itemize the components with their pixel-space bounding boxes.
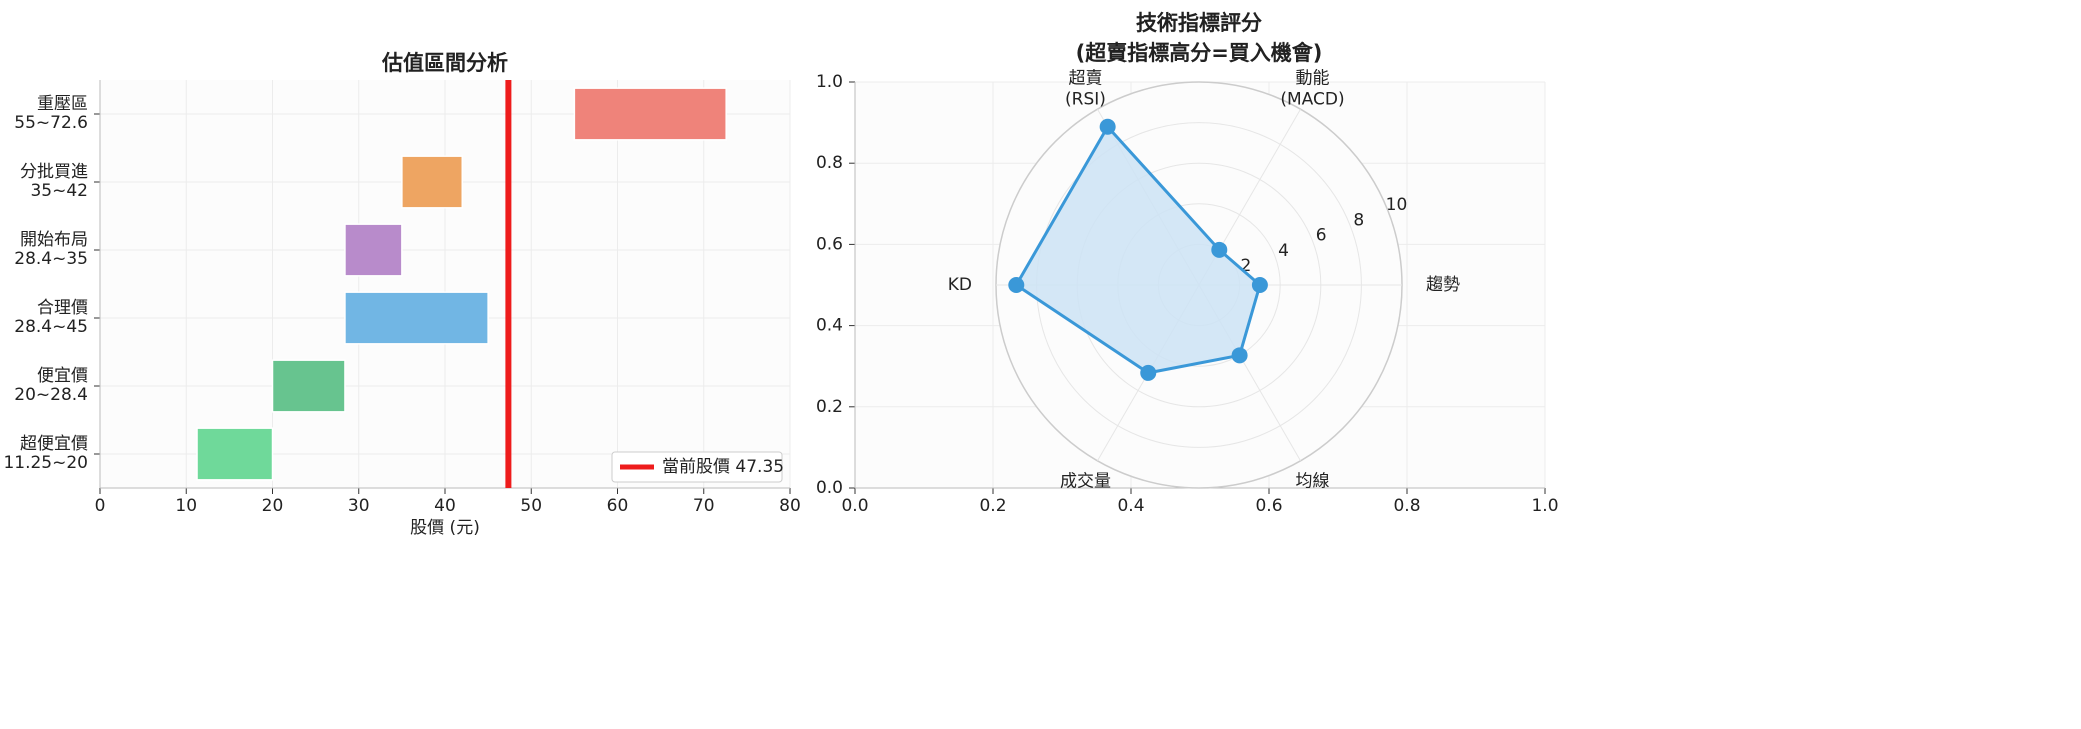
x-tick-label: 60 bbox=[607, 496, 629, 516]
radar-axis-label: 趨勢 bbox=[1426, 275, 1460, 295]
bar bbox=[344, 223, 403, 277]
y-tick-label: 超便宜價 bbox=[20, 434, 88, 454]
y-tick-label: 35~42 bbox=[30, 181, 88, 201]
y-tick-label: 28.4~45 bbox=[14, 317, 88, 337]
radar-axis-label: 均線 bbox=[1296, 472, 1330, 492]
radar-point bbox=[1251, 277, 1268, 293]
chart-title: 技術指標評分 bbox=[1136, 11, 1262, 35]
radar-axis-label: KD bbox=[948, 275, 972, 295]
x-tick-label: 0.0 bbox=[841, 496, 868, 516]
label-line: 成交量 bbox=[1060, 472, 1111, 492]
radar-point bbox=[1231, 347, 1248, 364]
y-tick-label: 1.0 bbox=[816, 72, 843, 92]
label-line: (RSI) bbox=[1065, 89, 1106, 109]
r-tick-label: 10 bbox=[1386, 195, 1408, 215]
y-tick-label: 0.6 bbox=[816, 234, 843, 254]
label-line: 均線 bbox=[1296, 472, 1330, 492]
x-tick-label: 0 bbox=[95, 496, 106, 516]
x-tick-label: 0.2 bbox=[979, 496, 1006, 516]
label-line: 動能 bbox=[1296, 68, 1330, 88]
label-line: KD bbox=[948, 275, 972, 295]
label-line: 超賣 bbox=[1069, 68, 1103, 88]
bar bbox=[271, 359, 346, 413]
y-tick-label: 28.4~35 bbox=[14, 249, 88, 269]
bar bbox=[573, 87, 727, 141]
radar-axis-label: 超賣(RSI) bbox=[1065, 68, 1106, 109]
label-line: 趨勢 bbox=[1426, 275, 1460, 295]
x-tick-label: 20 bbox=[262, 496, 284, 516]
bar bbox=[196, 427, 274, 481]
x-tick-label: 30 bbox=[348, 496, 370, 516]
legend-label: 當前股價 47.35 bbox=[662, 457, 784, 477]
x-tick-label: 50 bbox=[520, 496, 542, 516]
x-tick-label: 0.6 bbox=[1255, 496, 1282, 516]
y-tick-label: 0.2 bbox=[816, 397, 843, 417]
radar-area bbox=[1016, 126, 1260, 373]
y-tick-label: 11.25~20 bbox=[3, 453, 88, 473]
radar-axis-label: 成交量 bbox=[1060, 472, 1111, 492]
radar-point bbox=[1099, 118, 1116, 135]
y-tick-label: 重壓區 bbox=[37, 94, 88, 114]
radar-point bbox=[1140, 364, 1157, 381]
y-tick-label: 55~72.6 bbox=[14, 113, 88, 133]
x-tick-label: 0.4 bbox=[1117, 496, 1144, 516]
x-tick-label: 0.8 bbox=[1393, 496, 1420, 516]
y-tick-label: 0.8 bbox=[816, 153, 843, 173]
x-axis-label: 股價 (元) bbox=[410, 518, 480, 538]
x-tick-label: 70 bbox=[693, 496, 715, 516]
y-tick-label: 開始布局 bbox=[20, 230, 88, 250]
chart-title: 估值區間分析 bbox=[381, 51, 508, 75]
r-tick-label: 4 bbox=[1278, 241, 1289, 261]
y-tick-label: 0.4 bbox=[816, 316, 843, 336]
radar-point bbox=[1008, 277, 1025, 293]
chart-subtitle: (超賣指標高分=買入機會) bbox=[1076, 41, 1323, 65]
r-tick-label: 8 bbox=[1353, 210, 1364, 230]
y-tick-label: 0.0 bbox=[816, 478, 843, 498]
r-tick-label: 6 bbox=[1316, 226, 1327, 246]
radar-axis-label: 動能(MACD) bbox=[1280, 68, 1344, 109]
bar bbox=[401, 155, 463, 209]
y-tick-label: 分批買進 bbox=[20, 162, 88, 182]
bar bbox=[344, 291, 489, 345]
y-tick-label: 便宜價 bbox=[37, 366, 88, 386]
x-tick-label: 10 bbox=[175, 496, 197, 516]
label-line: (MACD) bbox=[1280, 89, 1344, 109]
x-tick-label: 1.0 bbox=[1531, 496, 1558, 516]
radar-point bbox=[1211, 241, 1228, 258]
y-tick-label: 合理價 bbox=[37, 298, 88, 318]
r-tick-label: 2 bbox=[1241, 256, 1252, 276]
x-tick-label: 40 bbox=[434, 496, 456, 516]
y-tick-label: 20~28.4 bbox=[14, 385, 88, 405]
legend bbox=[611, 451, 783, 483]
x-tick-label: 80 bbox=[779, 496, 801, 516]
